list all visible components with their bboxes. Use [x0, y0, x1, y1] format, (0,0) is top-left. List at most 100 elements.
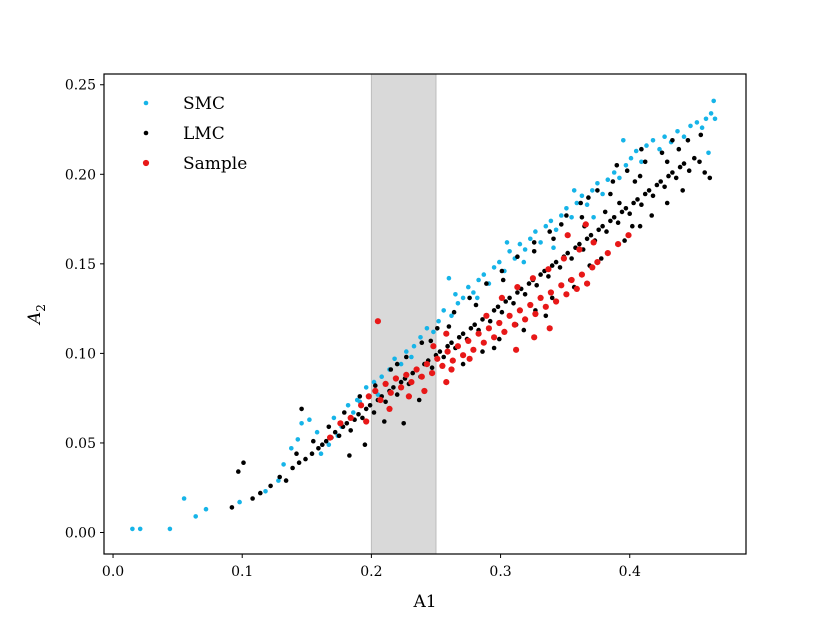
- smc-point: [453, 292, 458, 297]
- sample-point: [531, 334, 538, 341]
- sample-point: [514, 284, 521, 291]
- legend-label-smc: SMC: [183, 94, 225, 114]
- lmc-point: [241, 460, 246, 466]
- lmc-point: [677, 164, 683, 170]
- smc-point: [137, 526, 143, 532]
- lmc-point: [608, 218, 613, 224]
- lmc-point: [692, 155, 697, 161]
- lmc-point: [664, 200, 670, 206]
- smc-point: [657, 146, 662, 152]
- smc-point: [708, 111, 714, 116]
- lmc-point: [367, 403, 373, 408]
- lmc-point: [531, 249, 537, 254]
- smc-point: [345, 403, 351, 408]
- sample-point: [483, 312, 490, 319]
- lmc-point: [515, 290, 520, 295]
- sample-point: [563, 291, 570, 298]
- shaded-band: [370, 73, 437, 555]
- y-axis-label-main: A: [25, 312, 45, 326]
- smc-point: [436, 318, 441, 324]
- sample-point: [584, 280, 591, 287]
- lmc-point: [686, 168, 692, 173]
- lmc-point: [707, 175, 713, 181]
- lmc-point: [460, 331, 466, 337]
- smc-point: [706, 150, 711, 156]
- smc-point: [314, 429, 320, 435]
- y-tick-label: 0.05: [65, 436, 96, 452]
- smc-point: [579, 193, 585, 199]
- data-points: [130, 98, 718, 532]
- sample-point: [429, 370, 436, 377]
- smc-point: [167, 526, 173, 532]
- smc-point: [569, 215, 574, 220]
- lmc-point: [336, 433, 342, 439]
- sample-point: [466, 355, 473, 362]
- lmc-point: [383, 399, 388, 405]
- y-tick-label: 0.15: [65, 257, 96, 273]
- smc-point: [644, 143, 649, 148]
- sample-point: [439, 362, 446, 369]
- lmc-point: [491, 308, 497, 313]
- lmc-point: [546, 274, 551, 279]
- lmc-point: [236, 469, 241, 474]
- lmc-point: [547, 229, 552, 234]
- lmc-point: [642, 191, 648, 197]
- sample-point: [470, 346, 477, 353]
- lmc-point: [559, 222, 564, 227]
- lmc-point: [495, 304, 501, 310]
- smc-point: [639, 159, 644, 165]
- y-axis-label-subscript: 2: [34, 304, 48, 312]
- sample-point: [454, 343, 461, 350]
- sample-point: [496, 319, 503, 327]
- lmc-point: [294, 451, 299, 457]
- lmc-point: [410, 370, 416, 376]
- smc-point: [409, 354, 414, 360]
- smc-point: [318, 451, 324, 457]
- lmc-point: [632, 179, 638, 184]
- smc-point: [466, 284, 471, 290]
- smc-point: [628, 155, 634, 161]
- lmc-point: [451, 309, 457, 315]
- lmc-point: [631, 200, 636, 206]
- lmc-point: [565, 250, 570, 256]
- lmc-point: [639, 202, 644, 207]
- sample-point: [491, 334, 498, 341]
- lmc-point: [579, 215, 585, 220]
- sample-point: [590, 239, 597, 246]
- lmc-point: [416, 397, 422, 403]
- sample-point: [434, 355, 441, 362]
- sample-point: [421, 387, 428, 395]
- lmc-point: [480, 349, 485, 354]
- smc-point: [203, 506, 209, 512]
- smc-point: [517, 241, 523, 247]
- lmc-point: [258, 490, 263, 496]
- smc-point: [404, 349, 409, 354]
- lmc-point: [428, 338, 434, 344]
- lmc-point: [394, 361, 400, 367]
- smc-point: [418, 335, 423, 340]
- sample-point: [327, 434, 334, 441]
- lmc-point: [698, 132, 704, 138]
- sample-point: [443, 379, 450, 386]
- sample-point: [475, 330, 482, 337]
- sample-point: [529, 275, 537, 282]
- lmc-point: [473, 302, 479, 308]
- smc-point: [475, 295, 480, 301]
- smc-point: [553, 227, 559, 233]
- lmc-point: [642, 159, 648, 165]
- smc-point: [617, 175, 622, 181]
- lmc-point: [497, 336, 502, 342]
- lmc-point: [347, 453, 352, 458]
- smc-point: [621, 138, 626, 143]
- x-tick-label: 0.4: [619, 564, 641, 580]
- smc-point: [694, 120, 700, 125]
- smc-point: [571, 188, 577, 193]
- smc-point: [331, 415, 337, 421]
- smc-point: [455, 301, 461, 306]
- lmc-point: [664, 159, 670, 165]
- lmc-point: [290, 465, 295, 471]
- lmc-point: [326, 424, 332, 430]
- lmc-point: [491, 345, 497, 351]
- lmc-point: [673, 175, 679, 181]
